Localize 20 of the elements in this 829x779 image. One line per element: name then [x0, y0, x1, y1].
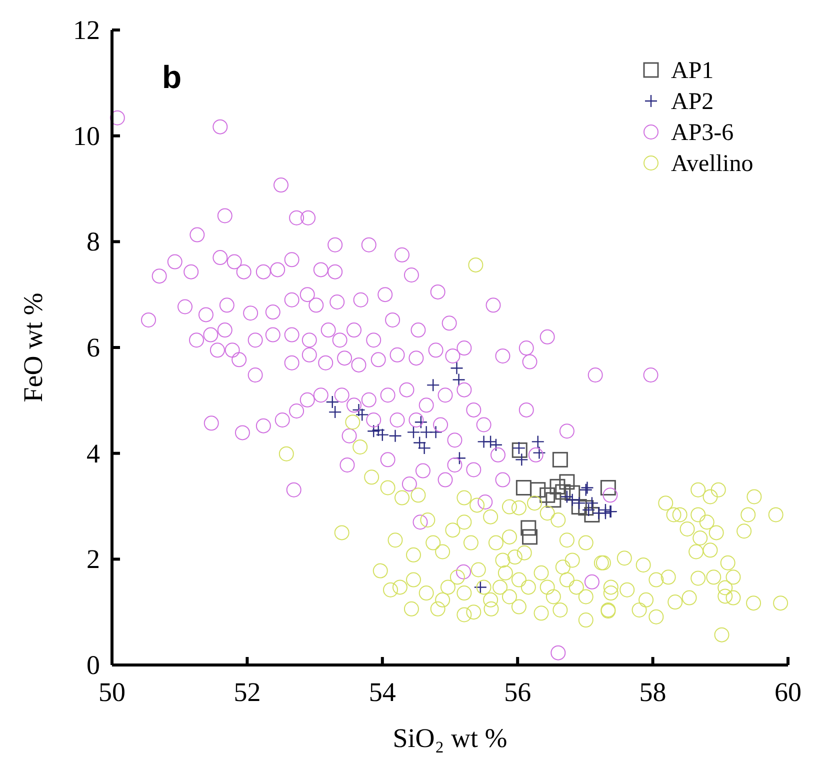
x-axis-title: SiO₂ wt %: [392, 723, 508, 753]
y-axis-title: FeO wt %: [18, 292, 48, 402]
y-tick-label: 8: [86, 226, 100, 257]
x-tick-label: 50: [98, 677, 126, 707]
y-tick-label: 10: [73, 120, 100, 151]
x-tick-label: 54: [368, 677, 396, 707]
legend-label: AP2: [671, 89, 714, 115]
x-tick-label: 58: [639, 677, 666, 707]
y-tick-label: 6: [86, 332, 100, 362]
y-tick-label: 0: [86, 650, 100, 680]
legend-label: Avellino: [671, 151, 754, 177]
annotation: b: [162, 59, 182, 95]
legend-label: AP1: [671, 58, 714, 84]
x-tick-label: 52: [234, 677, 261, 707]
x-tick-label: 60: [774, 677, 802, 707]
y-tick-label: 4: [86, 438, 100, 468]
y-tick-label: 2: [86, 544, 100, 574]
x-tick-label: 56: [504, 677, 532, 707]
y-tick-label: 12: [73, 15, 100, 45]
legend-label: AP3-6: [671, 120, 734, 146]
